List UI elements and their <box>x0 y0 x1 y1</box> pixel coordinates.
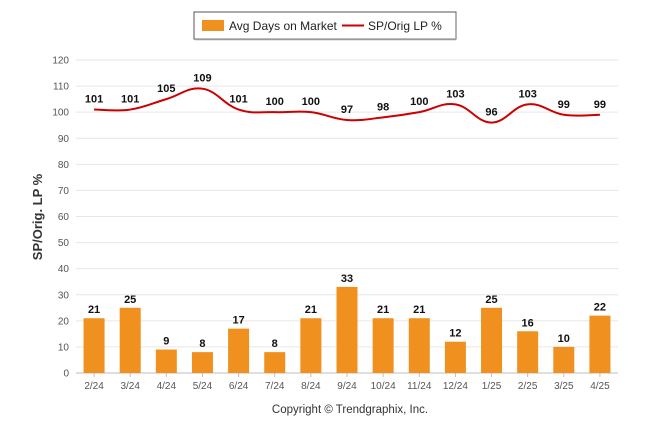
line-value-label: 101 <box>121 94 139 106</box>
bar-value-label: 12 <box>449 328 461 340</box>
line-value-label: 109 <box>193 73 211 85</box>
y-tick-label: 100 <box>52 108 69 119</box>
x-tick-label: 7/24 <box>265 381 285 392</box>
x-axis-ticks: 2/24 3/24 4/24 5/24 6/24 7/24 8/24 9/24 10/24 11/… <box>84 373 610 392</box>
y-axis-ticks: 0 10 20 30 40 50 60 70 80 90 100 110 120 <box>52 56 69 380</box>
line-value-label: 99 <box>558 99 570 111</box>
x-tick-label: 8/24 <box>301 381 321 392</box>
bar-value-label: 21 <box>377 304 389 316</box>
bar <box>408 318 430 373</box>
y-tick-label: 0 <box>63 369 69 380</box>
legend-box <box>193 11 457 40</box>
line-value-label: 105 <box>157 83 175 95</box>
bar-value-label: 10 <box>558 333 570 345</box>
bar <box>155 349 177 373</box>
y-tick-label: 50 <box>58 238 70 249</box>
x-tick-label: 5/24 <box>193 381 213 392</box>
bar <box>517 331 539 373</box>
legend-label-line: SP/Orig LP % <box>368 19 442 33</box>
legend: Avg Days on Market SP/Orig LP % <box>193 11 457 41</box>
y-tick-label: 20 <box>58 316 70 327</box>
bar-value-label: 21 <box>413 304 425 316</box>
copyright-footer: Copyright © Trendgraphix, Inc. <box>272 404 428 416</box>
bar <box>336 286 358 373</box>
x-tick-label: 2/24 <box>84 381 104 392</box>
y-tick-label: 120 <box>52 56 69 67</box>
y-tick-label: 10 <box>58 342 70 353</box>
bar-value-label: 17 <box>232 315 244 327</box>
x-tick-label: 12/24 <box>443 381 468 392</box>
legend-bar-swatch <box>202 20 224 31</box>
bar-value-label: 16 <box>522 317 534 329</box>
line-value-label: 97 <box>341 104 353 116</box>
bar <box>264 352 286 373</box>
line-value-label: 103 <box>518 88 536 100</box>
bar-series <box>83 286 611 373</box>
bar-value-label: 25 <box>485 294 497 306</box>
x-tick-label: 6/24 <box>229 381 249 392</box>
y-tick-label: 110 <box>53 82 69 93</box>
bar-value-label: 8 <box>199 338 205 350</box>
bar-value-label: 21 <box>305 304 317 316</box>
line-value-label: 98 <box>377 101 389 113</box>
line-value-label: 99 <box>594 99 606 111</box>
line-series <box>94 87 600 124</box>
line-value-label: 103 <box>446 88 464 100</box>
y-tick-label: 30 <box>58 290 70 301</box>
bar-value-label: 8 <box>272 338 278 350</box>
line-value-label: 96 <box>485 107 497 119</box>
legend-label-bars: Avg Days on Market <box>229 19 337 33</box>
x-tick-label: 3/25 <box>554 381 574 392</box>
x-tick-label: 4/24 <box>157 381 177 392</box>
line-value-label: 101 <box>85 94 103 106</box>
sp-orig-lp-line <box>94 87 600 124</box>
y-tick-label: 90 <box>58 134 70 145</box>
line-value-label: 100 <box>302 96 320 108</box>
bar-value-label: 25 <box>124 294 136 306</box>
x-tick-label: 10/24 <box>371 381 396 392</box>
y-axis-label: SP/Orig. LP % <box>30 173 45 260</box>
x-tick-label: 1/25 <box>482 381 502 392</box>
bar <box>191 352 213 373</box>
bar <box>119 307 141 373</box>
bar <box>300 318 322 373</box>
x-tick-label: 11/24 <box>407 381 432 392</box>
bar-value-label: 33 <box>341 273 353 285</box>
x-tick-label: 2/25 <box>518 381 538 392</box>
y-tick-label: 60 <box>58 212 70 223</box>
bar <box>481 307 503 373</box>
y-tick-label: 70 <box>58 186 70 197</box>
x-tick-label: 3/24 <box>120 381 140 392</box>
bar <box>83 318 105 373</box>
bar-value-label: 21 <box>88 304 100 316</box>
bar <box>589 315 611 373</box>
bar <box>553 346 575 373</box>
y-tick-label: 80 <box>58 160 70 171</box>
line-value-label: 100 <box>410 96 428 108</box>
bar-value-label: 22 <box>594 302 606 314</box>
x-tick-label: 9/24 <box>337 381 357 392</box>
x-tick-label: 4/25 <box>590 381 610 392</box>
grid <box>76 59 618 374</box>
bar <box>228 328 250 373</box>
line-value-label: 100 <box>266 96 284 108</box>
line-value-label: 101 <box>229 94 247 106</box>
bar <box>372 318 394 373</box>
bar <box>444 341 466 373</box>
y-tick-label: 40 <box>58 264 70 275</box>
bar-value-label: 9 <box>163 336 169 348</box>
